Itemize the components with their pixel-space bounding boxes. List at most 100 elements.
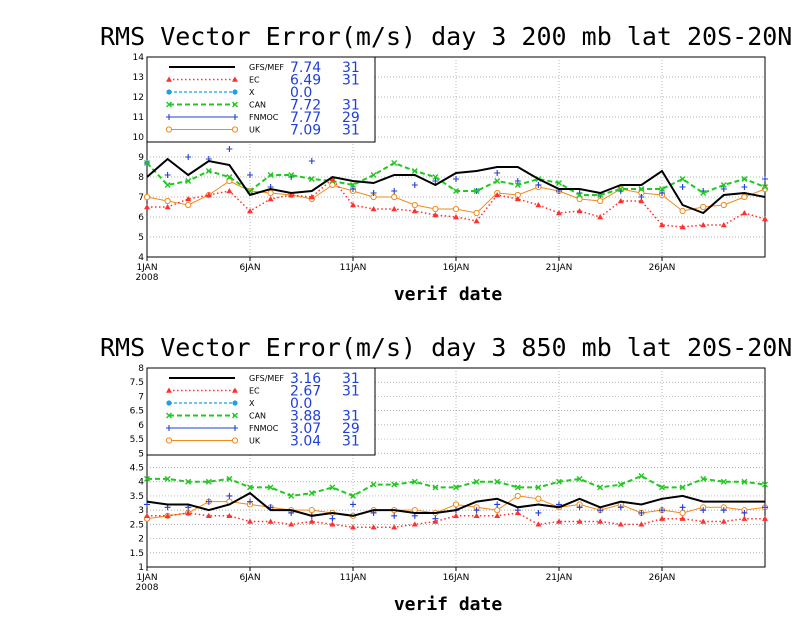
data-point (638, 473, 645, 480)
data-point (226, 475, 233, 482)
data-point (576, 208, 583, 214)
data-point (700, 222, 707, 228)
data-point (205, 498, 212, 505)
legend-marker (166, 425, 172, 431)
data-point (473, 218, 480, 224)
data-point (659, 190, 665, 196)
legend-stat: 7.77 (290, 110, 321, 126)
y-tick-label: 7 (138, 193, 144, 203)
data-point (638, 521, 645, 527)
data-point (329, 181, 336, 189)
data-point (473, 507, 480, 514)
data-point (617, 481, 624, 488)
data-point (391, 512, 398, 519)
data-point (308, 176, 315, 182)
legend-marker (232, 114, 238, 120)
legend-count: 29 (342, 421, 360, 437)
data-point (411, 182, 418, 188)
data-point (453, 176, 459, 182)
data-point (617, 198, 624, 204)
data-point (535, 495, 542, 502)
data-point (659, 507, 665, 514)
data-point (720, 186, 727, 192)
legend-marker (166, 101, 172, 108)
data-point (762, 184, 768, 190)
data-point (164, 204, 171, 210)
legend-count: 31 (342, 98, 360, 114)
data-point (720, 478, 727, 485)
data-point (350, 492, 356, 499)
legend-label: X (249, 399, 255, 408)
legend-stat: 0.0 (290, 85, 312, 101)
data-point (473, 512, 480, 519)
y-tick-label: 7.5 (130, 378, 144, 388)
legend-stat: 7.74 (290, 60, 321, 76)
x-tick-label: 26JAN (649, 573, 676, 583)
series-gfs-mef (146, 491, 765, 517)
x-tick-label: 6JAN (239, 573, 260, 583)
data-point (535, 182, 542, 188)
data-point (391, 481, 398, 488)
legend-label: X (249, 88, 255, 97)
data-point (494, 178, 501, 184)
y-tick-label: 4 (138, 478, 144, 488)
data-point (185, 201, 192, 209)
data-point (144, 512, 150, 519)
y-tick-label: 5.5 (130, 435, 144, 445)
data-point (226, 188, 233, 194)
data-point (205, 512, 212, 519)
legend-count: 31 (342, 73, 360, 89)
data-point (535, 509, 542, 516)
data-point (391, 193, 398, 201)
data-point (700, 507, 707, 514)
legend-label: GFS/MEF (249, 63, 284, 72)
legend-marker (232, 412, 238, 419)
data-point (164, 172, 171, 178)
data-point (144, 160, 150, 166)
series-can (144, 473, 768, 499)
data-point (453, 188, 459, 194)
data-point (741, 478, 748, 485)
y-tick-label: 14 (133, 53, 145, 63)
legend-marker (166, 89, 172, 95)
y-tick-label: 7 (138, 392, 144, 402)
legend-stat: 3.07 (290, 421, 321, 437)
data-point (391, 524, 398, 530)
legend-marker (166, 387, 172, 393)
data-point (617, 504, 624, 511)
data-point (411, 208, 418, 214)
data-point (144, 475, 150, 482)
data-point (350, 524, 356, 530)
legend-marker (232, 101, 238, 108)
data-point (597, 518, 604, 524)
legend-stat: 6.49 (290, 73, 321, 89)
data-point (720, 222, 727, 228)
data-point (247, 518, 253, 524)
data-point (473, 188, 480, 194)
series-ec (144, 509, 768, 530)
data-point (514, 178, 521, 184)
data-point (638, 186, 645, 192)
legend-label: EC (249, 387, 260, 396)
series-gfs-mef (146, 157, 766, 215)
legend-count: 31 (342, 434, 360, 450)
data-point (267, 172, 274, 178)
data-point (494, 501, 501, 508)
data-point (700, 203, 707, 211)
data-point (679, 515, 686, 521)
y-tick-label: 12 (133, 93, 144, 103)
data-point (741, 176, 748, 182)
series-fnmoc (144, 146, 768, 200)
data-point (308, 194, 315, 200)
x-tick-label: 11JAN (340, 263, 367, 273)
data-point (370, 206, 377, 212)
data-point (514, 509, 521, 516)
chart-title: RMS Vector Error(m/s) day 3 850 mb lat 2… (100, 333, 792, 362)
data-point (762, 216, 768, 222)
data-point (741, 210, 748, 216)
data-point (720, 518, 727, 524)
legend-box (146, 56, 376, 143)
legend-marker (232, 89, 238, 95)
data-point (391, 188, 398, 194)
